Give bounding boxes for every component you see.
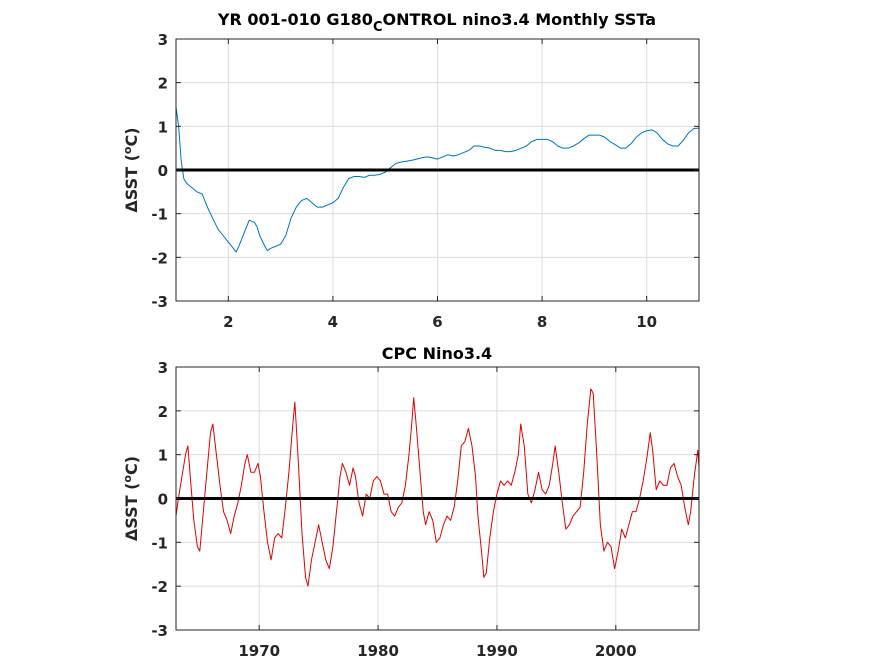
- x-tick-label: 1990: [476, 642, 518, 656]
- data-series-line: [175, 106, 700, 253]
- data-series-line: [175, 388, 700, 587]
- x-tick-label: 1980: [357, 642, 399, 656]
- y-tick-label: 3: [158, 359, 168, 377]
- y-tick-label: -2: [151, 578, 168, 596]
- y-tick-label: 3: [158, 31, 168, 49]
- x-tick-label: 10: [636, 313, 657, 331]
- y-tick-label: 0: [158, 162, 168, 180]
- y-tick-label: 1: [158, 447, 168, 465]
- y-axis-label: ΔSST (oC): [121, 456, 141, 541]
- y-tick-label: 0: [158, 491, 168, 509]
- y-tick-label: -2: [151, 249, 168, 267]
- x-tick-label: 8: [537, 313, 547, 331]
- y-tick-label: -3: [151, 622, 168, 640]
- chart-2-title: CPC Nino3.4: [382, 344, 492, 363]
- x-tick-label: 1970: [238, 642, 280, 656]
- chart-1-title: YR 001-010 G180CONTROL nino3.4 Monthly S…: [217, 10, 656, 35]
- y-tick-label: -1: [151, 206, 168, 224]
- y-tick-label: -1: [151, 534, 168, 552]
- x-tick-label: 6: [432, 313, 442, 331]
- x-tick-label: 2000: [595, 642, 637, 656]
- x-tick-label: 2: [223, 313, 233, 331]
- x-tick-label: 4: [328, 313, 338, 331]
- y-tick-label: 2: [158, 403, 168, 421]
- y-tick-label: 1: [158, 118, 168, 136]
- chart-1: 2 4 6 8 10 -3 -2 -1 0 1 2 3 ΔSST (oC): [121, 31, 700, 331]
- chart-2: 1970 1980 1990 2000 -3 -2 -1 0 1 2 3 ΔSST (oC): [121, 359, 700, 656]
- y-axis-label: ΔSST (oC): [121, 127, 141, 212]
- y-tick-label: -3: [151, 293, 168, 311]
- y-tick-label: 2: [158, 75, 168, 93]
